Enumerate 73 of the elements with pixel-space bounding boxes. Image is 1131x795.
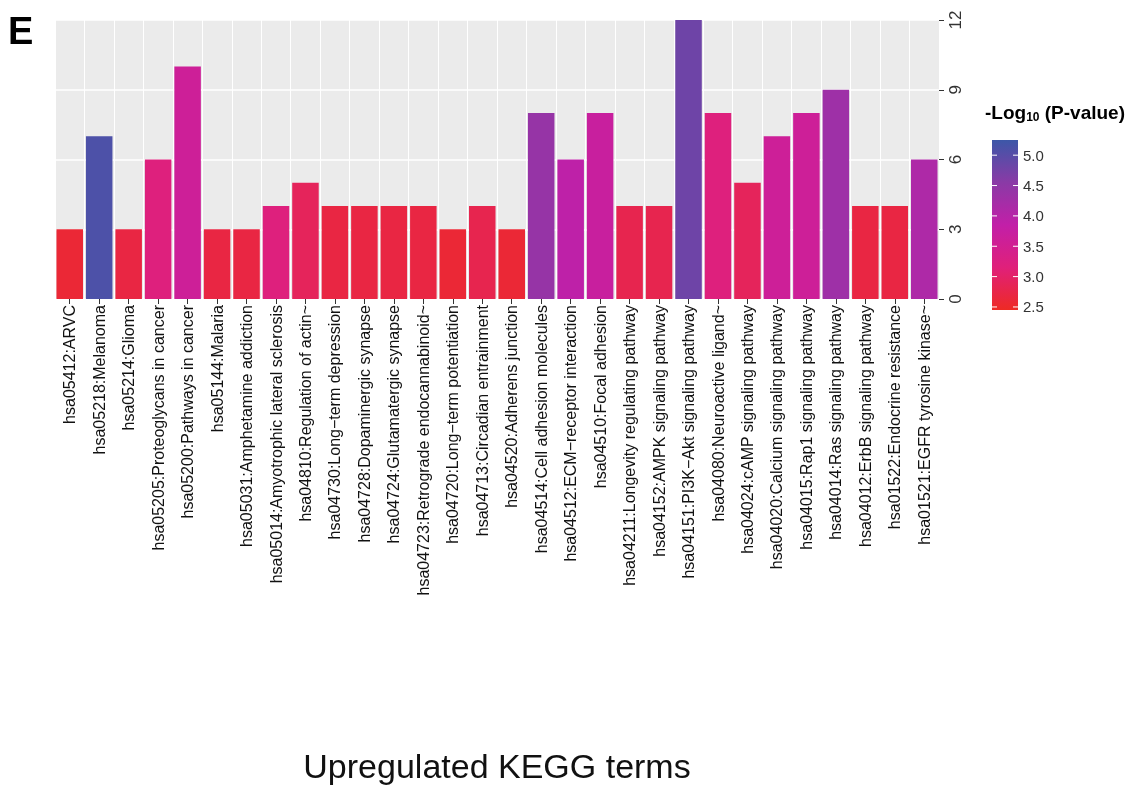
x-tick-label: hsa04151:PI3K−Akt signaling pathway (680, 305, 698, 579)
bar (115, 229, 142, 299)
color-bar-label: 5.0 (1023, 146, 1044, 164)
x-tick-label: hsa04211:Longevity regulating pathway (621, 305, 639, 586)
x-tick-label: hsa04020:Calcium signaling pathway (768, 305, 786, 570)
y-tick-label: 9 (946, 85, 965, 95)
bar (469, 206, 496, 299)
x-tick-label: hsa04512:ECM−receptor interaction (562, 305, 580, 562)
color-bar-label: 2.5 (1023, 298, 1044, 316)
bar (586, 113, 614, 299)
bar (734, 182, 761, 299)
y-tick-label: 0 (946, 294, 965, 304)
bar (292, 182, 319, 299)
x-tick-label: hsa04720:Long−term potentiation (444, 305, 462, 544)
bar (498, 229, 525, 299)
y-tick-label: 6 (946, 154, 965, 165)
x-tick-label: hsa04730:Long−term depression (326, 305, 344, 540)
bar (822, 89, 850, 299)
x-tick-label: hsa04723:Retrograde endocannabinoid~ (414, 305, 432, 596)
bar (321, 206, 349, 299)
bar (675, 20, 702, 299)
bar (410, 206, 437, 299)
bar (351, 206, 378, 299)
bar (56, 229, 83, 299)
bar (380, 206, 408, 299)
x-tick-label: hsa04024:cAMP signaling pathway (738, 305, 756, 554)
x-tick-label: hsa05214:Glioma (120, 304, 138, 431)
bar (645, 206, 673, 299)
color-bar-label: 3.5 (1023, 237, 1044, 255)
bar (174, 66, 201, 299)
text: E (8, 10, 34, 52)
color-bar-label: 4.0 (1023, 207, 1044, 225)
color-bar-label: 3.0 (1023, 268, 1044, 286)
x-tick-label: hsa05200:Pathways in cancer (179, 304, 197, 519)
bar (203, 229, 231, 299)
x-tick-label: hsa05218:Melanoma (90, 304, 108, 455)
x-tick-label: hsa01522:Endocrine resistance (886, 304, 904, 530)
x-tick-label: hsa01521:EGFR tyrosine kinase~ (915, 305, 933, 545)
bar (704, 113, 732, 299)
bar (881, 206, 909, 299)
x-axis-title: Upregulated KEGG terms (303, 747, 691, 785)
x-tick-label: hsa04015:Rap1 signaling pathway (797, 305, 815, 550)
bar (911, 159, 938, 299)
x-tick-label: hsa05205:Proteoglycans in cancer (149, 304, 167, 551)
x-tick-label: hsa04520:Adherens junction (503, 305, 521, 508)
bar (262, 206, 290, 299)
y-tick-label: 3 (946, 224, 965, 234)
x-tick-label: hsa05412:ARVC (61, 305, 79, 424)
x-tick-label: hsa05014:Amyotrophic lateral sclerosis (267, 305, 285, 584)
x-tick-label: hsa05144:Malaria (208, 304, 226, 433)
color-bar-label: 4.5 (1023, 177, 1044, 195)
bar (85, 136, 113, 299)
x-tick-label: hsa04012:ErbB signaling pathway (856, 305, 874, 547)
bar (852, 206, 879, 299)
x-tick-label: hsa04014:Ras signaling pathway (827, 305, 845, 540)
x-tick-label: hsa04810:Regulation of actin~ (296, 305, 314, 522)
bar (144, 159, 172, 299)
bar (233, 229, 260, 299)
bar (439, 229, 467, 299)
x-tick-label: hsa04728:Dopaminergic synapse (355, 304, 373, 543)
x-tick-label: hsa04713:Circadian entrainment (473, 304, 491, 537)
x-tick-label: hsa04080:Neuroactive ligand~ (709, 305, 727, 522)
bar (793, 113, 820, 299)
x-tick-label: hsa04152:AMPK signaling pathway (650, 305, 668, 557)
y-tick-label: 12 (946, 10, 965, 30)
x-tick-label: hsa04514:Cell adhesion molecules (532, 305, 550, 554)
bar (763, 136, 791, 299)
x-tick-label: hsa05031:Amphetamine addiction (238, 305, 256, 547)
x-tick-label: hsa04510:Focal adhesion (591, 305, 609, 489)
bar (527, 113, 555, 299)
x-tick-label: hsa04724:Glutamatergic synapse (385, 304, 403, 544)
bar (616, 206, 643, 299)
bar (557, 159, 584, 299)
